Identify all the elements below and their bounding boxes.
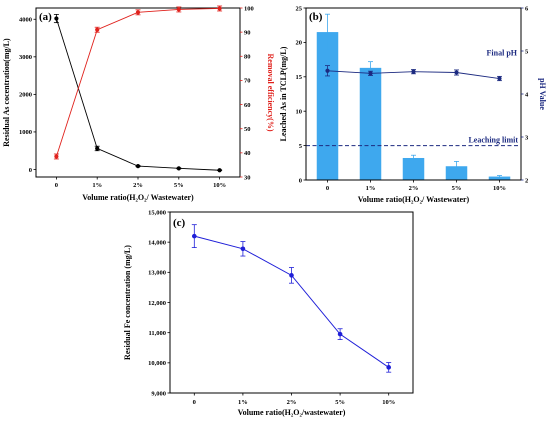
panel-b-bar	[359, 67, 382, 180]
panel-b-ph-point	[497, 76, 502, 81]
panel-c-y-tick-label: 15,000	[148, 209, 166, 216]
panel-c-fe-point	[240, 246, 246, 252]
panel-b-ph-point	[454, 70, 459, 75]
panel-a-y-tick-label: 3000	[19, 54, 32, 61]
panel-a-as-point	[95, 146, 100, 151]
panel-a-x-tick-label: 1%	[92, 182, 102, 189]
panel-a-removal-point	[95, 27, 100, 32]
panel-a-as-point	[176, 166, 181, 171]
panel-c-y-tick-label: 10,000	[148, 360, 166, 367]
panel-b-ph-point	[411, 69, 416, 74]
panel-b-y2-tick-label: 3	[525, 134, 529, 141]
panel-a-removal-point	[217, 6, 222, 11]
panel-a-y-tick-label: 2000	[19, 92, 32, 99]
panel-a-as-point	[135, 164, 141, 169]
panel-b-x-tick-label: 5%	[452, 185, 462, 192]
panel-a-y2-label: Removal efficiency(%)	[266, 54, 275, 132]
panel-a-as-point	[217, 168, 222, 173]
panel-a-label: (a)	[39, 11, 52, 23]
panel-b-y2-label: pH Value	[538, 78, 547, 110]
panel-a-y2-tick-label: 90	[244, 29, 251, 36]
panel-a-y2-tick-label: 30	[244, 174, 251, 181]
panel-a-x-label: Volume ratio(H₂O₂/ Wastewater)	[82, 193, 194, 202]
panel-b-bar	[316, 32, 339, 180]
panel-a-removal-point	[176, 7, 181, 12]
panel-a-y-label: Residual As cocentration(mg/L)	[2, 38, 11, 147]
panel-b-ph-point	[325, 68, 330, 73]
panel-a-y2-tick-label: 70	[244, 78, 251, 85]
panel-b-x-tick-label: 2%	[409, 185, 419, 192]
panel-a-removal-point	[135, 10, 141, 15]
panel-c-x-tick-label: 0	[193, 399, 196, 406]
panel-b-x-tick-label: 0	[326, 185, 329, 192]
panel-c-y-tick-label: 14,000	[148, 239, 166, 246]
panel-b-x-tick-label: 10%	[493, 185, 506, 192]
panel-a-x-tick-label: 2%	[133, 182, 143, 189]
panel-b-y-tick-label: 0	[299, 177, 302, 184]
panel-c-y-label: Residual Fe concentration (mg/L)	[123, 245, 132, 360]
panel-c-y-tick-label: 11,000	[148, 330, 166, 337]
panel-c-label: (c)	[173, 217, 186, 229]
panel-b-y-tick-label: 10	[296, 109, 303, 116]
panel-a-y2-tick-label: 100	[244, 5, 254, 12]
panel-b-bar	[402, 157, 425, 180]
panel-c-fe-point	[289, 273, 294, 278]
panel-c-fe-point	[386, 365, 392, 370]
panel-b-y2-tick-label: 5	[525, 48, 529, 55]
panel-a-y2-tick-label: 80	[244, 54, 251, 61]
panel-a-as-line	[55, 18, 220, 171]
panel-b-y-tick-label: 25	[296, 5, 303, 12]
panel-a-removal-point	[54, 154, 59, 159]
panel-c-fe-line	[194, 235, 389, 368]
panel-a-x-tick-label: 0	[55, 182, 58, 189]
panel-a-y2-tick-label: 40	[244, 150, 251, 157]
panel-c-x-tick-label: 1%	[238, 399, 248, 406]
panel-b-y2-tick-label: 2	[525, 177, 528, 184]
panel-b-bar	[488, 176, 511, 180]
panel-c-y-tick-label: 13,000	[148, 270, 166, 277]
panel-b-y2-tick-label: 4	[525, 91, 529, 98]
panel-b-ph-label: Final pH	[487, 48, 518, 57]
panel-a-y-tick-label: 1000	[19, 129, 32, 136]
panel-a-y2-tick-label: 60	[244, 102, 251, 109]
panel-b-bar	[445, 166, 468, 180]
panel-a-y2-tick-label: 50	[244, 126, 251, 133]
panel-b-y2-tick-label: 6	[525, 5, 529, 12]
panel-a-x-tick-label: 5%	[174, 182, 184, 189]
panel-a-removal-line	[55, 8, 220, 157]
panel-b-y-tick-label: 15	[296, 74, 303, 81]
panel-a-frame	[35, 7, 241, 178]
panel-b-leaching-limit-label: Leaching limit	[468, 136, 518, 145]
panel-a-as-point	[54, 16, 59, 21]
panel-b-y-label: Leached As in TCLP(mg/L)	[279, 46, 288, 141]
panel-b-y-tick-label: 5	[299, 143, 303, 150]
panel-b-x-label: Volume ratio(H₂O₂/ Wastewater)	[358, 195, 470, 204]
panel-c-x-label: Volume ratio(H₂O₂/wastewater)	[238, 408, 346, 417]
panel-c-fe-point	[337, 331, 343, 337]
panel-b-label: (b)	[309, 11, 323, 23]
panel-c-y-tick-label: 12,000	[148, 300, 166, 307]
panel-b-y-tick-label: 20	[296, 40, 303, 47]
panel-a-y-tick-label: 0	[29, 167, 32, 174]
panel-c-fe-point	[192, 233, 197, 239]
panel-c-x-tick-label: 2%	[287, 399, 297, 406]
panel-b-x-tick-label: 1%	[366, 185, 376, 192]
panel-c-x-tick-label: 10%	[382, 399, 395, 406]
panel-b-ph-point	[368, 71, 373, 76]
panel-a-x-tick-label: 10%	[213, 182, 226, 189]
panel-a-y-tick-label: 4000	[19, 17, 32, 24]
panel-c-y-tick-label: 9,000	[151, 390, 166, 397]
panel-c-x-tick-label: 5%	[335, 399, 345, 406]
